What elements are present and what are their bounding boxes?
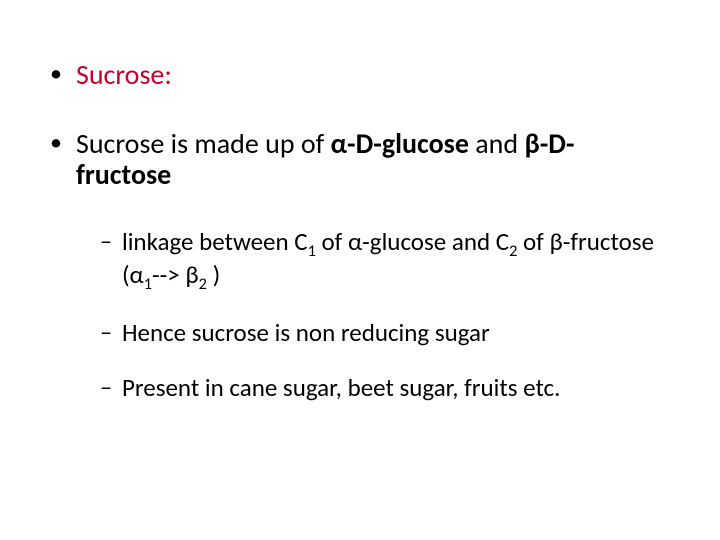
linkage-sub4: 2	[199, 275, 207, 294]
dash-icon: –	[100, 228, 112, 293]
point-linkage: – linkage between C1 of α-glucose and C2…	[30, 228, 690, 293]
dash-icon: –	[100, 319, 112, 348]
sources-text: Present in cane sugar, beet sugar, fruit…	[122, 374, 560, 403]
linkage-e: )	[207, 259, 220, 290]
nonreducing-text: Hence sucrose is non reducing sugar	[122, 319, 490, 348]
bullet-definition: • Sucrose is made up of α-D-glucose and …	[30, 129, 690, 191]
definition-bold2a: β-D-	[524, 126, 574, 161]
definition-mid: and	[469, 126, 525, 161]
definition-bold2b: fructose	[76, 157, 171, 192]
linkage-d: --> β	[152, 259, 199, 290]
bullet-dot: •	[50, 129, 62, 191]
bullet-heading: • Sucrose:	[30, 60, 690, 91]
definition-bold1: α-D-glucose	[331, 126, 469, 161]
linkage-text: linkage between C1 of α-glucose and C2 o…	[122, 228, 690, 293]
heading-text: Sucrose:	[76, 60, 172, 91]
linkage-sub1: 1	[308, 242, 316, 261]
linkage-sub3: 1	[144, 275, 152, 294]
linkage-a: linkage between C	[122, 226, 308, 257]
linkage-b: of α-glucose and C	[316, 226, 509, 257]
definition-prefix: Sucrose is made up of	[76, 126, 331, 161]
point-nonreducing: – Hence sucrose is non reducing sugar	[30, 319, 690, 348]
dash-icon: –	[100, 374, 112, 403]
definition-text: Sucrose is made up of α-D-glucose and β-…	[76, 129, 575, 191]
bullet-dot: •	[50, 60, 62, 91]
point-sources: – Present in cane sugar, beet sugar, fru…	[30, 374, 690, 403]
